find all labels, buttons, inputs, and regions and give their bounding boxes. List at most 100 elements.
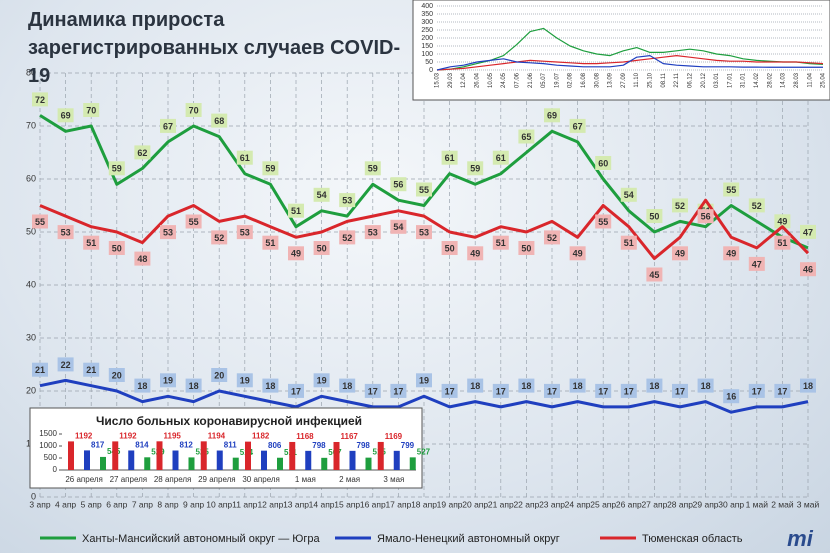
y-tick-label: 150: [421, 43, 433, 50]
value-label-bg: [492, 383, 509, 398]
value-label-bg: [697, 209, 714, 224]
bar: [321, 457, 328, 470]
x-tick-label: 13 апр: [283, 499, 309, 509]
value-label-bg: [57, 225, 74, 240]
bar: [68, 441, 74, 470]
value-label: 48: [137, 254, 147, 264]
x-tick-label: 27.09: [621, 72, 627, 88]
y-tick-label: 1500: [39, 429, 57, 438]
value-label-bg: [313, 187, 330, 202]
x-tick-label: 17.01: [727, 72, 733, 88]
value-label-bg: [390, 383, 407, 398]
value-label: 54: [317, 190, 327, 200]
value-label: 51: [291, 206, 301, 216]
y-tick-label: 80: [26, 67, 36, 77]
value-label-bg: [441, 241, 458, 255]
value-label: 16: [726, 392, 736, 402]
value-label-bg: [595, 156, 612, 170]
value-label-bg: [672, 246, 688, 261]
bar: [261, 450, 267, 470]
value-label-bg: [108, 368, 125, 382]
y-tick-label: 500: [44, 453, 58, 462]
value-label: 19: [240, 376, 250, 386]
x-tick-label: 3 мая: [383, 475, 404, 484]
bar: [112, 441, 119, 470]
value-label: 817: [91, 441, 105, 450]
value-label: 53: [61, 227, 71, 237]
value-label-bg: [262, 161, 279, 176]
value-label: 45: [649, 270, 659, 280]
value-label: 50: [317, 243, 327, 253]
value-label-bg: [620, 235, 637, 250]
x-tick-label: 11.10: [634, 72, 640, 87]
x-tick-label: 28.03: [794, 72, 800, 88]
value-label-bg: [262, 235, 279, 250]
value-label-bg: [569, 118, 586, 133]
value-label: 72: [35, 95, 45, 105]
value-label-bg: [134, 251, 151, 266]
value-label: 52: [214, 233, 224, 243]
bar: [156, 441, 163, 470]
value-label: 49: [573, 249, 583, 259]
value-label: 17: [368, 386, 378, 396]
value-label-bg: [672, 383, 688, 398]
y-tick-label: 300: [421, 19, 433, 26]
value-label-bg: [774, 383, 791, 398]
x-tick-label: 1 май: [746, 499, 769, 509]
x-tick-label: 10.05: [488, 72, 494, 88]
value-label: 55: [419, 185, 429, 195]
value-label-bg: [467, 378, 484, 393]
x-tick-label: 18 апр: [411, 499, 437, 509]
x-tick-label: 4 апр: [55, 499, 76, 509]
bar: [289, 441, 296, 470]
value-label: 1195: [164, 431, 182, 440]
value-label: 21: [35, 365, 45, 375]
x-tick-label: 06.12: [687, 72, 693, 88]
value-label-bg: [441, 150, 458, 165]
value-label-bg: [288, 203, 304, 218]
value-label: 69: [547, 111, 557, 121]
value-label-bg: [160, 225, 176, 240]
y-tick-label: 250: [421, 27, 433, 34]
series-line: [39, 114, 809, 250]
x-tick-label: 31.01: [741, 72, 747, 88]
bar: [277, 457, 283, 470]
value-label-bg: [339, 230, 356, 245]
y-tick-label: 30: [26, 332, 36, 342]
value-label: 814: [135, 441, 149, 450]
y-tick-label: 0: [31, 491, 36, 501]
value-label-bg: [544, 108, 560, 123]
x-tick-label: 2 мая: [339, 475, 360, 484]
x-tick-label: 29.03: [448, 72, 454, 88]
value-label-bg: [492, 150, 509, 165]
x-tick-label: 12 апр: [257, 499, 283, 509]
value-label: 17: [547, 386, 557, 396]
series-line: [39, 378, 809, 414]
bar: [365, 457, 372, 470]
value-label: 1168: [296, 432, 314, 441]
x-tick-label: 20 апр: [462, 499, 488, 509]
value-label-bg: [32, 362, 48, 377]
value-label: 20: [214, 370, 224, 380]
x-tick-label: 15.03: [435, 72, 441, 88]
value-label-bg: [32, 92, 48, 107]
x-tick-label: 22.11: [674, 72, 680, 87]
y-tick-label: 1000: [39, 441, 57, 450]
value-label-bg: [185, 378, 202, 393]
x-tick-label: 21.06: [528, 72, 534, 88]
value-label: 54: [393, 222, 403, 232]
value-label: 798: [357, 441, 371, 450]
value-label: 19: [317, 376, 327, 386]
value-label: 1192: [75, 432, 93, 441]
value-label: 21: [86, 365, 96, 375]
y-tick-label: 50: [26, 226, 36, 236]
value-label: 52: [675, 201, 685, 211]
x-tick-label: 1 мая: [295, 475, 316, 484]
value-label: 51: [777, 238, 787, 248]
value-label-bg: [83, 362, 100, 377]
x-tick-label: 19 апр: [437, 499, 463, 509]
value-label: 59: [470, 164, 480, 174]
value-label-bg: [390, 219, 407, 234]
value-label: 55: [598, 217, 608, 227]
x-tick-label: 9 апр: [183, 499, 204, 509]
